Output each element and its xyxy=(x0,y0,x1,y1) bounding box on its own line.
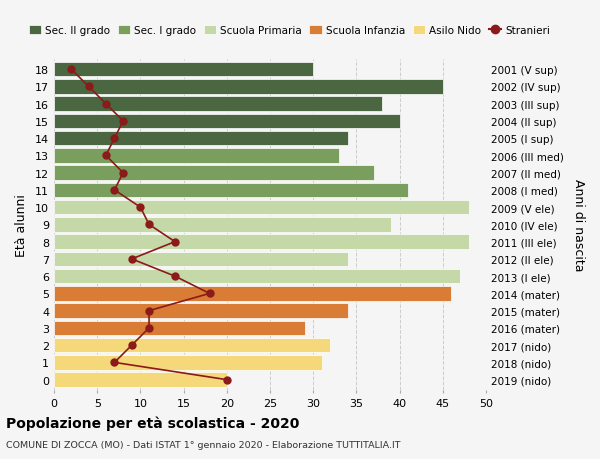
Bar xyxy=(54,149,339,163)
Y-axis label: Età alunni: Età alunni xyxy=(15,194,28,256)
Bar xyxy=(54,286,451,301)
Bar xyxy=(54,97,382,112)
Bar xyxy=(54,63,313,77)
Bar xyxy=(54,355,322,370)
Bar xyxy=(54,201,469,215)
Bar xyxy=(54,218,391,232)
Bar xyxy=(54,338,331,353)
Bar xyxy=(54,373,227,387)
Bar xyxy=(54,321,305,336)
Bar xyxy=(54,183,408,198)
Text: COMUNE DI ZOCCA (MO) - Dati ISTAT 1° gennaio 2020 - Elaborazione TUTTITALIA.IT: COMUNE DI ZOCCA (MO) - Dati ISTAT 1° gen… xyxy=(6,440,401,449)
Bar xyxy=(54,132,348,146)
Bar xyxy=(54,235,469,249)
Legend: Sec. II grado, Sec. I grado, Scuola Primaria, Scuola Infanzia, Asilo Nido, Stran: Sec. II grado, Sec. I grado, Scuola Prim… xyxy=(25,22,554,40)
Bar xyxy=(54,166,374,180)
Bar xyxy=(54,252,348,267)
Bar xyxy=(54,114,400,129)
Y-axis label: Anni di nascita: Anni di nascita xyxy=(572,179,584,271)
Text: Popolazione per età scolastica - 2020: Popolazione per età scolastica - 2020 xyxy=(6,415,299,430)
Bar xyxy=(54,304,348,318)
Bar xyxy=(54,80,443,95)
Bar xyxy=(54,269,460,284)
